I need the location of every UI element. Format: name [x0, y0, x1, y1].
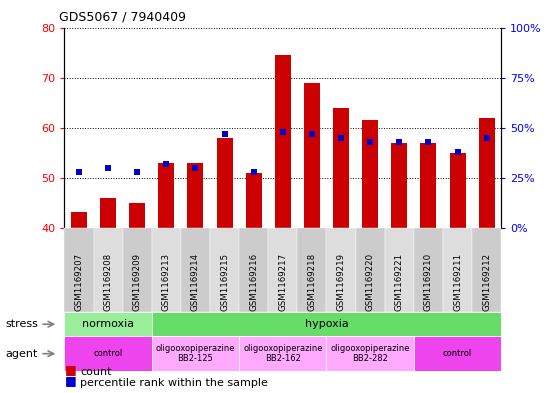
Point: [395, 139, 404, 145]
Bar: [152, 336, 239, 371]
Bar: [362, 120, 378, 228]
Text: GSM1169212: GSM1169212: [482, 253, 491, 311]
Text: GDS5067 / 7940409: GDS5067 / 7940409: [59, 11, 186, 24]
Text: count: count: [80, 367, 111, 377]
Bar: [64, 336, 152, 371]
Point: [424, 139, 433, 145]
Text: control: control: [94, 349, 123, 358]
Text: GSM1169210: GSM1169210: [424, 253, 433, 311]
Bar: [188, 163, 203, 228]
Bar: [64, 312, 152, 336]
Text: oligooxopiperazine
BB2-125: oligooxopiperazine BB2-125: [156, 344, 235, 364]
Text: GSM1169207: GSM1169207: [74, 253, 83, 311]
Point: [307, 130, 316, 137]
Bar: [239, 336, 326, 371]
Text: GSM1169215: GSM1169215: [220, 253, 229, 311]
Text: ■: ■: [64, 374, 76, 387]
Text: GSM1169219: GSM1169219: [337, 253, 346, 311]
Bar: [275, 55, 291, 228]
Bar: [450, 153, 465, 228]
Text: GSM1169208: GSM1169208: [104, 253, 113, 311]
Bar: [391, 143, 407, 228]
Text: GSM1169221: GSM1169221: [395, 253, 404, 311]
Bar: [152, 312, 501, 336]
Point: [482, 134, 491, 141]
Text: oligooxopiperazine
BB2-162: oligooxopiperazine BB2-162: [243, 344, 323, 364]
Point: [453, 149, 462, 155]
Text: hypoxia: hypoxia: [305, 319, 348, 329]
Text: percentile rank within the sample: percentile rank within the sample: [80, 378, 268, 388]
Text: GSM1169216: GSM1169216: [249, 253, 258, 311]
Text: GSM1169220: GSM1169220: [366, 253, 375, 311]
Text: GSM1169214: GSM1169214: [191, 253, 200, 311]
Bar: [71, 212, 87, 228]
Point: [191, 165, 200, 171]
Text: stress: stress: [6, 319, 39, 329]
Text: GSM1169211: GSM1169211: [453, 253, 462, 311]
Bar: [414, 336, 501, 371]
Text: GSM1169209: GSM1169209: [133, 253, 142, 311]
Point: [74, 169, 83, 175]
Text: control: control: [443, 349, 472, 358]
Bar: [304, 83, 320, 228]
Point: [162, 161, 171, 167]
Text: GSM1169218: GSM1169218: [307, 253, 316, 311]
Point: [337, 134, 346, 141]
Bar: [421, 143, 436, 228]
Text: oligooxopiperazine
BB2-282: oligooxopiperazine BB2-282: [330, 344, 410, 364]
Point: [249, 169, 258, 175]
Bar: [479, 118, 494, 228]
Point: [366, 139, 375, 145]
Bar: [217, 138, 232, 228]
Bar: [246, 173, 262, 228]
Point: [220, 130, 229, 137]
Point: [104, 165, 113, 171]
Bar: [158, 163, 174, 228]
Bar: [129, 203, 145, 228]
Text: agent: agent: [6, 349, 38, 359]
Bar: [333, 108, 349, 228]
Text: GSM1169217: GSM1169217: [278, 253, 287, 311]
Text: GSM1169213: GSM1169213: [162, 253, 171, 311]
Bar: [100, 198, 116, 228]
Text: normoxia: normoxia: [82, 319, 134, 329]
Point: [278, 129, 287, 135]
Point: [133, 169, 142, 175]
Text: ■: ■: [64, 363, 76, 376]
Bar: [326, 336, 414, 371]
